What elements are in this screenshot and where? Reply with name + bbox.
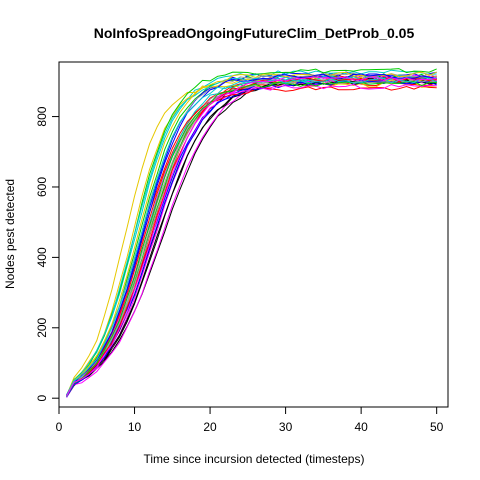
y-tick-label: 0 xyxy=(35,395,49,402)
series-layer xyxy=(66,68,437,398)
series-line-26 xyxy=(66,76,437,396)
series-line-28 xyxy=(66,73,437,396)
x-axis: 0 10 20 30 40 50 xyxy=(56,406,444,434)
series-line-30 xyxy=(66,76,437,396)
chart-title: NoInfoSpreadOngoingFutureClim_DetProb_0.… xyxy=(94,25,415,41)
y-tick-label: 200 xyxy=(35,317,49,337)
y-tick-label: 400 xyxy=(35,247,49,267)
x-tick-label: 40 xyxy=(354,420,368,434)
series-line-10 xyxy=(66,69,437,395)
x-tick-label: 50 xyxy=(430,420,444,434)
y-tick-label: 600 xyxy=(35,177,49,197)
y-axis-label: Nodes pest detected xyxy=(3,179,17,289)
x-tick-label: 20 xyxy=(203,420,217,434)
series-line-25 xyxy=(66,79,437,397)
series-line-9 xyxy=(66,71,437,397)
x-tick-label: 0 xyxy=(56,420,63,434)
x-tick-label: 10 xyxy=(128,420,142,434)
x-axis-label: Time since incursion detected (timesteps… xyxy=(144,452,365,466)
y-axis: 0 200 400 600 800 xyxy=(35,106,60,402)
y-tick-label: 800 xyxy=(35,106,49,126)
x-tick-label: 30 xyxy=(279,420,293,434)
series-line-27 xyxy=(66,81,437,397)
